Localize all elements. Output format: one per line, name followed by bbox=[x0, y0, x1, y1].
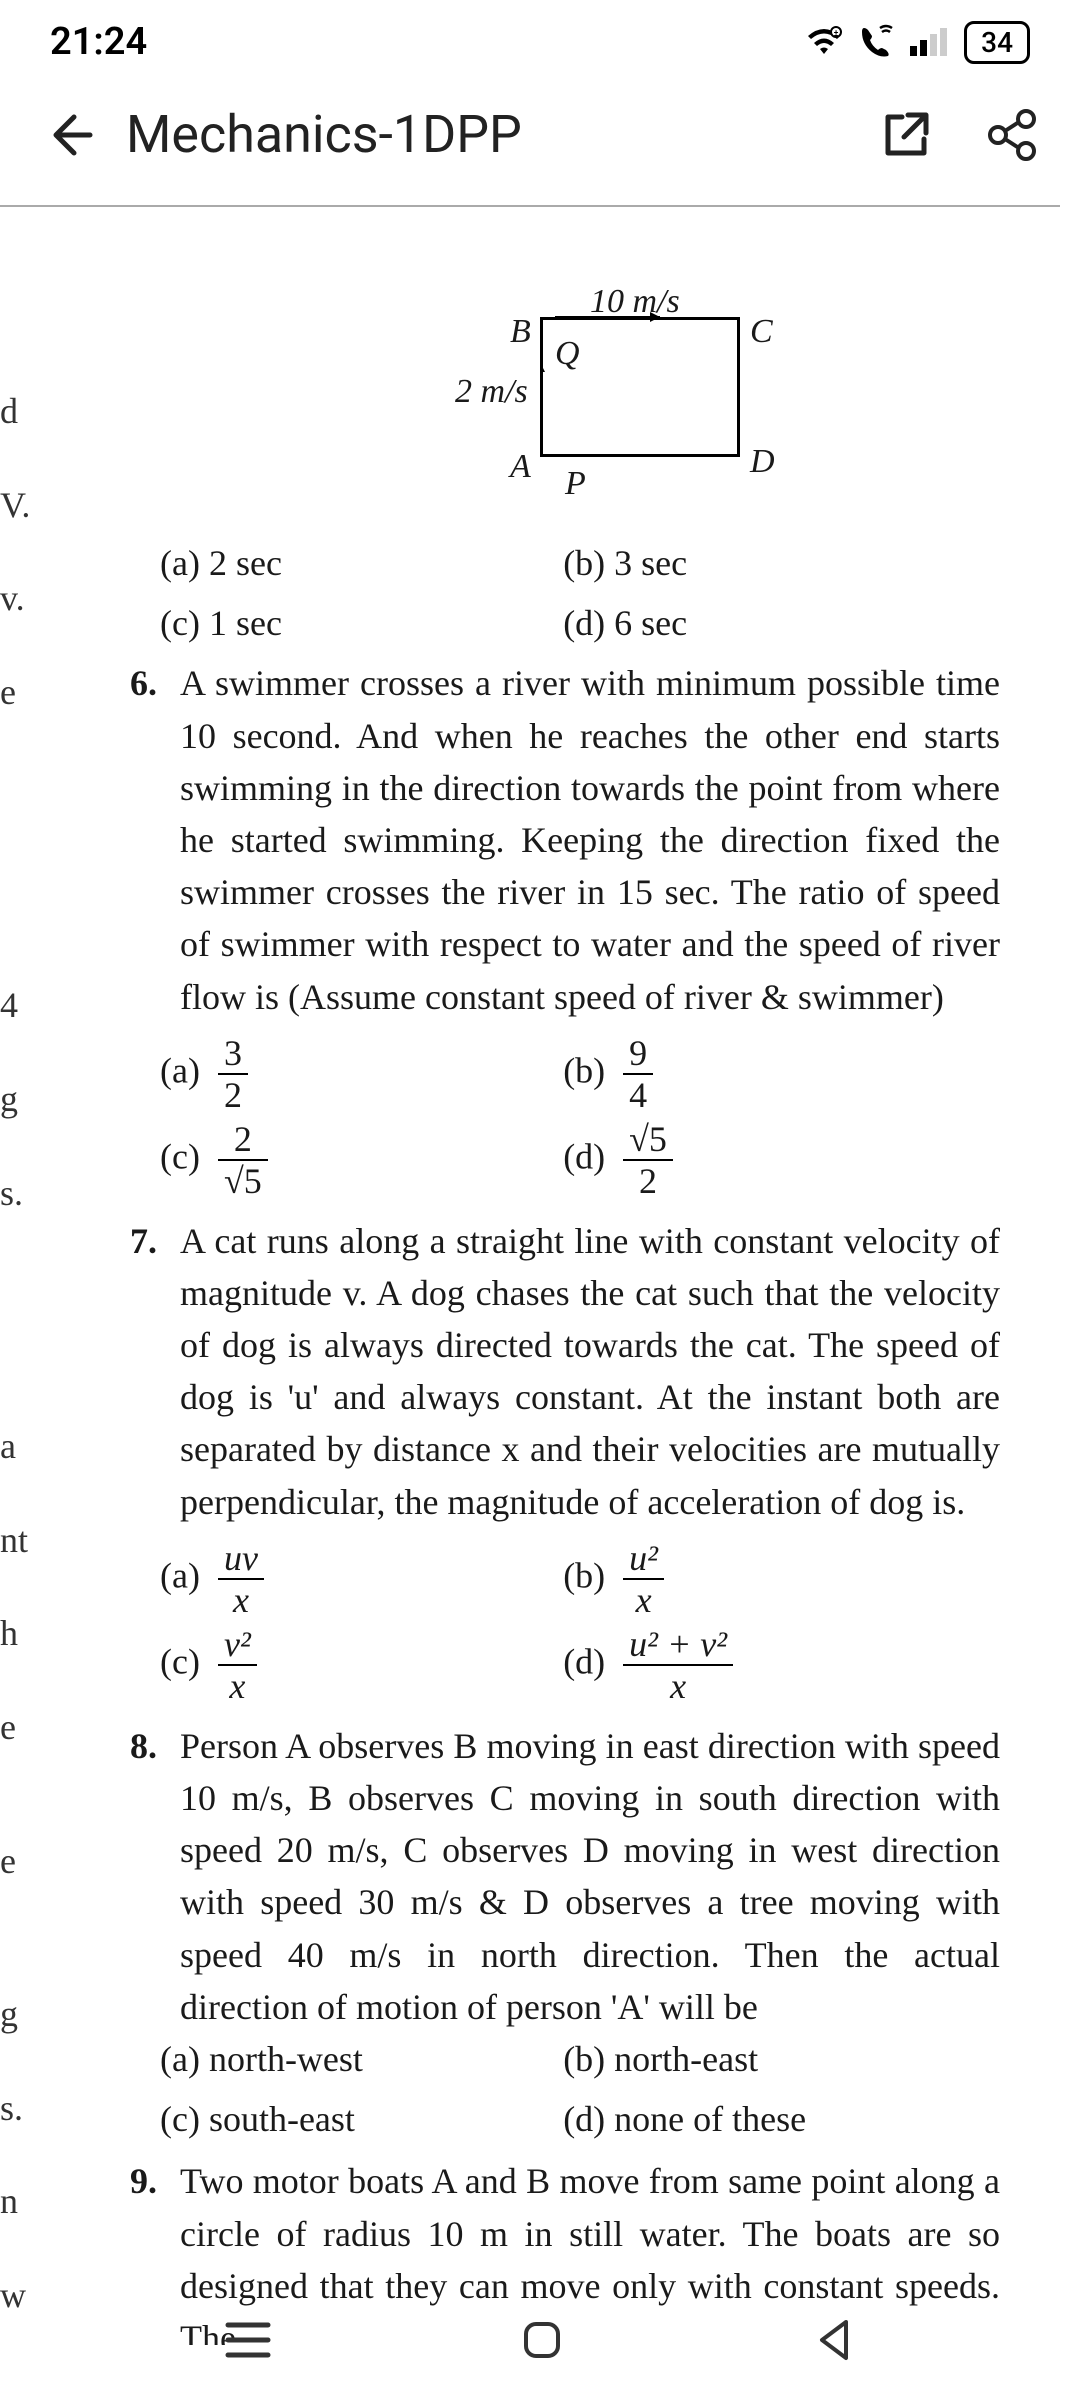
nav-back-icon[interactable] bbox=[806, 2312, 862, 2368]
q7-options-row2: (c) v²x (d) u² + v²x bbox=[160, 1626, 1000, 1704]
q7-option-a: (a) uvx bbox=[160, 1540, 563, 1618]
q8-option-c: (c) south-east bbox=[160, 2093, 563, 2145]
q5-option-c: (c) 1 sec bbox=[160, 597, 563, 649]
open-external-icon[interactable] bbox=[878, 107, 934, 163]
q6-option-d: (d) √52 bbox=[563, 1121, 966, 1199]
q8-option-b: (b) north-east bbox=[563, 2033, 966, 2085]
diagram-q5: 10 m/s B C Q 2 m/s A D P bbox=[220, 287, 1000, 507]
call-wifi-icon bbox=[856, 24, 896, 60]
q5-options-row1: (a) 2 sec (b) 3 sec bbox=[160, 537, 1000, 589]
app-bar: Mechanics-1DPP bbox=[0, 74, 1080, 205]
page-edge-fragments: d V. v. e 4 g s. a nt h e e g s. n w e h… bbox=[0, 205, 30, 2345]
signal-icon bbox=[908, 26, 952, 58]
home-icon[interactable] bbox=[514, 2312, 570, 2368]
q5-option-d: (d) 6 sec bbox=[563, 597, 966, 649]
q8-text: 8.Person A observes B moving in east dir… bbox=[180, 1720, 1000, 2033]
svg-text:±: ± bbox=[834, 29, 839, 39]
q6-text: 6.A swimmer crosses a river with minimum… bbox=[180, 657, 1000, 1022]
q6-option-a: (a) 32 bbox=[160, 1035, 563, 1113]
q7-option-d: (d) u² + v²x bbox=[563, 1626, 966, 1704]
recent-apps-icon[interactable] bbox=[218, 2315, 278, 2365]
q5-options-row2: (c) 1 sec (d) 6 sec bbox=[160, 597, 1000, 649]
q7-text: 7.A cat runs along a straight line with … bbox=[180, 1215, 1000, 1528]
q6-options-row2: (c) 2√5 (d) √52 bbox=[160, 1121, 1000, 1199]
share-icon[interactable] bbox=[984, 107, 1040, 163]
status-icons: ± 34 bbox=[804, 21, 1030, 64]
q5-option-a: (a) 2 sec bbox=[160, 537, 563, 589]
q8-option-a: (a) north-west bbox=[160, 2033, 563, 2085]
nav-bar bbox=[0, 2280, 1080, 2400]
q8-options-row2: (c) south-east (d) none of these bbox=[160, 2093, 1000, 2145]
wifi-icon: ± bbox=[804, 26, 844, 58]
q5-option-b: (b) 3 sec bbox=[563, 537, 966, 589]
q8-options-row1: (a) north-west (b) north-east bbox=[160, 2033, 1000, 2085]
q6-option-c: (c) 2√5 bbox=[160, 1121, 563, 1199]
page-title: Mechanics-1DPP bbox=[126, 104, 848, 165]
q7-options-row1: (a) uvx (b) u²x bbox=[160, 1540, 1000, 1618]
q6-option-b: (b) 94 bbox=[563, 1035, 966, 1113]
status-time: 21:24 bbox=[50, 20, 147, 64]
back-icon[interactable] bbox=[40, 107, 96, 163]
battery-indicator: 34 bbox=[964, 21, 1030, 64]
status-bar: 21:24 ± 34 bbox=[0, 0, 1080, 74]
q7-option-c: (c) v²x bbox=[160, 1626, 563, 1704]
document-content[interactable]: d V. v. e 4 g s. a nt h e e g s. n w e h… bbox=[0, 205, 1080, 2345]
q7-option-b: (b) u²x bbox=[563, 1540, 966, 1618]
q8-option-d: (d) none of these bbox=[563, 2093, 966, 2145]
q6-options-row1: (a) 32 (b) 94 bbox=[160, 1035, 1000, 1113]
